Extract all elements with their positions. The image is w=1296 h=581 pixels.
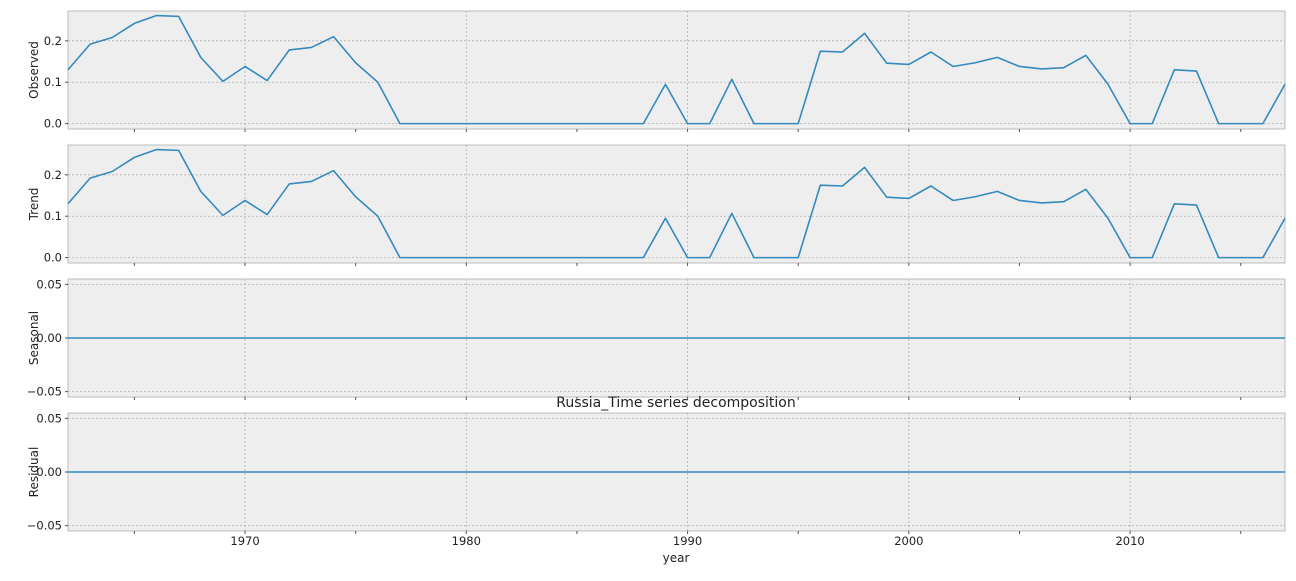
y-tick-label: 0.05 (36, 277, 62, 291)
y-tick-label: −0.05 (27, 519, 62, 533)
panel-residual: −0.05 0.00 0.05 Residual (27, 411, 1286, 534)
plot-area (67, 10, 1286, 130)
x-tick-label: 2000 (894, 534, 923, 548)
plot-area (67, 144, 1286, 264)
y-axis-label-residual: Residual (27, 447, 41, 498)
y-axis-label-observed: Observed (27, 41, 41, 99)
y-tick-label: 0.2 (44, 168, 62, 182)
x-tick-label: 1970 (230, 534, 259, 548)
y-tick-label: 0.2 (44, 34, 62, 48)
y-tick-label: 0.00 (36, 331, 62, 345)
y-tick-label: 0.00 (36, 465, 62, 479)
y-tick-label: 0.1 (44, 75, 62, 89)
y-axis-label-trend: Trend (27, 188, 41, 222)
y-tick-label: 0.0 (44, 117, 62, 131)
y-tick-label: 0.0 (44, 251, 62, 265)
series-line-trend (67, 148, 1286, 259)
y-axis-label-seasonal: Seasonal (27, 311, 41, 365)
y-tick-label: 0.1 (44, 209, 62, 223)
x-tick-label: 1990 (673, 534, 702, 548)
series-line-observed (67, 14, 1286, 125)
y-tick-label: 0.05 (36, 411, 62, 425)
panel-seasonal: −0.05 0.00 0.05 Seasonal (27, 277, 1286, 400)
x-axis-label: year (663, 551, 690, 565)
chart-title: Russia_Time series decomposition (556, 395, 796, 411)
x-tick-label: 1980 (452, 534, 481, 548)
y-tick-label: −0.05 (27, 385, 62, 399)
x-tick-label: 2010 (1115, 534, 1144, 548)
